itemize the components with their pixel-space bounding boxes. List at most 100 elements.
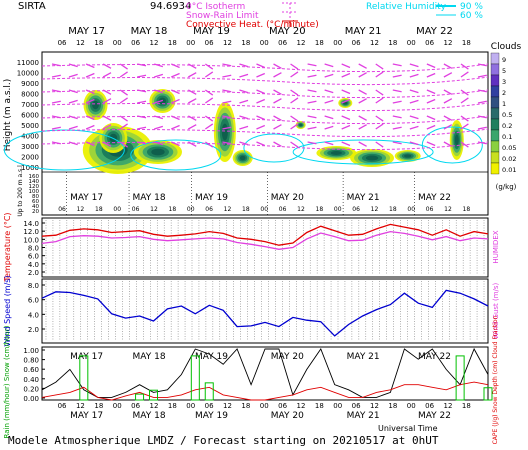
colorbar-swatch [490, 63, 500, 76]
wind-barb [409, 99, 419, 104]
wind-barb [358, 141, 367, 147]
day-label: MAY 21 [345, 26, 382, 37]
wind-barb [204, 123, 214, 130]
wind-barb [324, 89, 334, 94]
vertical-axis-label: Rain (mm/hour) Snow (cm/hour) [3, 325, 11, 438]
wind-barb [358, 124, 367, 130]
wind-barb [85, 72, 95, 78]
legend-right-label: Relative Humidity [366, 2, 447, 12]
wind-barb [273, 63, 282, 69]
wind-barb [392, 100, 402, 104]
hour-tick-label: 00 [407, 39, 416, 47]
isotherm-line [41, 128, 489, 138]
wind-barb [409, 63, 419, 68]
hour-tick-label: 06 [352, 206, 360, 213]
wind-barb [68, 115, 78, 120]
wind-barb [477, 141, 487, 145]
wind-barb [68, 99, 78, 104]
hour-tick-label: 12 [296, 402, 305, 410]
y-tick-label: 4.0 [28, 261, 39, 269]
wind-barb [85, 89, 95, 95]
colorbar-tick: 0.02 [502, 155, 516, 163]
colorbar-swatch [490, 52, 500, 65]
x-axis-label: Universal Time [378, 424, 438, 433]
hour-tick-label: 00 [333, 402, 342, 410]
wind-barb [154, 63, 164, 68]
wind-barb [102, 72, 112, 78]
humidity-contour [421, 126, 483, 164]
y-tick-label: 0.60 [23, 366, 39, 374]
wind-barb [307, 100, 317, 104]
wind-barb [426, 63, 436, 69]
hour-tick-label: 12 [223, 402, 232, 410]
wind-barb [119, 115, 128, 122]
wind-barb [119, 123, 128, 130]
colorbar-tick: 2 [502, 89, 506, 97]
wind-barb [443, 115, 453, 121]
wind-barb [51, 100, 61, 104]
legend-left-swatch [282, 2, 298, 9]
wind-barb [375, 141, 384, 148]
wind-barb [137, 141, 147, 145]
hour-tick-label: 12 [76, 39, 85, 47]
wind-barb [204, 141, 214, 148]
hour-tick-label: 18 [241, 402, 250, 410]
wind-barb [307, 126, 317, 130]
day-label: MAY 19 [195, 352, 228, 362]
hour-tick-label: 18 [169, 206, 177, 213]
day-label: MAY 18 [131, 26, 168, 37]
wind-barb [51, 63, 61, 67]
series-line [41, 381, 489, 401]
hour-tick-label: 12 [224, 206, 232, 213]
colorbar-unit: (g/kg) [496, 183, 517, 191]
wind-barb [222, 63, 232, 67]
wind-barb [204, 97, 214, 104]
hour-tick-label: 18 [94, 39, 103, 47]
vertical-axis-label: Up to 200 m a.s.l. [17, 163, 24, 216]
wind-barb [324, 125, 334, 130]
y-tick-label: 2000 [21, 154, 39, 162]
y-tick-label: 0.00 [23, 395, 39, 403]
day-label: MAY 18 [133, 411, 166, 421]
wind-barb [426, 124, 436, 130]
wind-barb [290, 141, 299, 148]
hour-tick-label: 06 [205, 206, 213, 213]
wind-barb [273, 98, 282, 104]
wind-barb [222, 74, 232, 78]
hour-tick-label: 06 [58, 206, 66, 213]
day-label: MAY 18 [133, 193, 166, 203]
legend-left-swatch [282, 11, 298, 18]
vertical-axis-label: Temperature (°C) [3, 212, 12, 282]
colorbar-tick: 3 [502, 78, 506, 86]
wind-barb [256, 72, 266, 78]
hour-tick-label: 06 [352, 402, 361, 410]
wind-barb [341, 89, 351, 95]
wind-barb [51, 141, 61, 145]
y-tick-label: 140 [29, 179, 40, 185]
hour-tick-label: 12 [149, 402, 158, 410]
wind-barb [171, 98, 180, 104]
wind-barb [188, 98, 197, 104]
wind-barb [102, 89, 112, 95]
wind-barb [51, 115, 61, 119]
rain-bar [135, 393, 145, 401]
wind-barb [290, 97, 299, 104]
hour-tick-label: 06 [131, 402, 140, 410]
hour-tick-label: 12 [370, 39, 379, 47]
wind-barb [477, 63, 487, 67]
hour-tick-label: 18 [389, 206, 397, 213]
rain-bar [190, 355, 200, 401]
y-tick-label: 10000 [17, 70, 39, 78]
site-label: SIRTA [18, 1, 46, 12]
cloud-contour [299, 123, 303, 127]
colorbar-swatch [490, 74, 500, 87]
wind-barb [171, 124, 180, 130]
day-label: MAY 22 [416, 26, 453, 37]
hour-tick-label: 06 [278, 39, 287, 47]
wind-barb [51, 126, 61, 130]
hour-tick-label: 06 [425, 39, 434, 47]
wind-barb [273, 115, 282, 121]
hour-tick-label: 12 [296, 39, 305, 47]
wind-barb [392, 74, 402, 78]
hour-tick-label: 00 [407, 206, 415, 213]
